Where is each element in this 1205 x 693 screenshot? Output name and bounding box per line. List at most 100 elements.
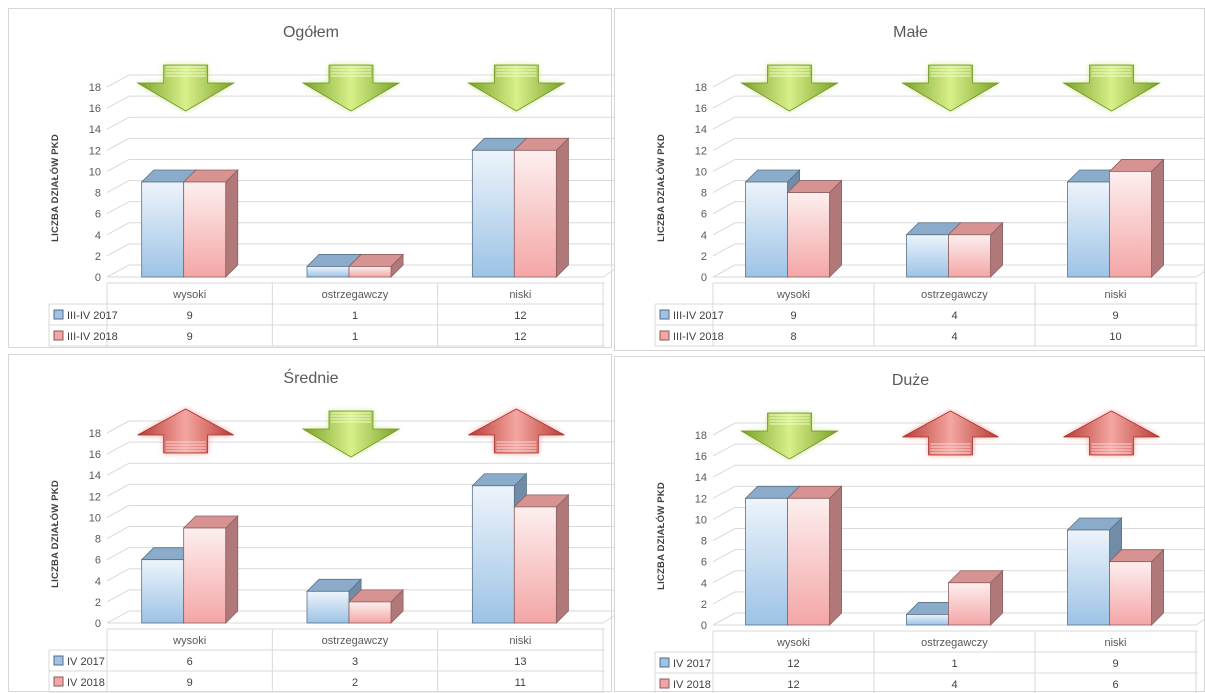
y-tick-label: 10 [695, 166, 707, 178]
bar [786, 485, 843, 626]
gridline [712, 570, 1205, 584]
gridline [106, 420, 621, 434]
gridline [712, 158, 1205, 172]
y-tick-label: 16 [89, 103, 101, 115]
gridline [106, 201, 621, 215]
chart-panel: Duże 0 2 4 6 8 10 12 14 16 18 LICZBA DZIAŁÓW PKD wys… [614, 356, 1205, 693]
trend-arrow-up-icon [137, 408, 234, 454]
data-label: 9 [187, 310, 193, 322]
gridline [106, 116, 621, 130]
legend-entry: IV 2018 [67, 677, 105, 689]
data-label: 10 [1109, 331, 1121, 343]
y-tick-label: 14 [695, 124, 707, 136]
gridline [106, 137, 621, 151]
gridline [712, 180, 1205, 193]
y-tick-label: 6 [95, 555, 101, 567]
gridline [712, 485, 1205, 499]
gridline [712, 612, 1205, 626]
gridline [712, 74, 1205, 88]
bar [513, 493, 570, 624]
legend-entry: III-IV 2018 [673, 331, 724, 343]
data-label: 12 [514, 310, 526, 322]
data-label: 9 [790, 310, 796, 322]
trend-arrow-up-icon [902, 410, 999, 456]
gridline [712, 591, 1205, 605]
trend-arrow-down-icon [301, 64, 401, 112]
data-label: 6 [187, 656, 193, 668]
category-label: niski [1104, 637, 1126, 649]
legend-swatch [53, 330, 64, 341]
y-tick-label: 16 [89, 449, 101, 461]
bar [786, 179, 843, 278]
data-label: 8 [790, 331, 796, 343]
legend-swatch [659, 657, 670, 668]
gridline [712, 506, 1205, 520]
legend-entry: IV 2017 [673, 658, 711, 670]
gridline [106, 547, 621, 561]
y-tick-label: 18 [89, 428, 101, 440]
data-label: 9 [1112, 310, 1118, 322]
y-tick-label: 4 [701, 578, 707, 590]
legend-swatch [53, 655, 64, 666]
gridline [106, 158, 621, 172]
y-axis-label: LICZBA DZIAŁÓW PKD [49, 480, 61, 588]
bar [182, 515, 239, 624]
gridline [106, 526, 621, 539]
y-tick-label: 10 [89, 166, 101, 178]
gridline [106, 610, 621, 624]
data-label: 12 [787, 658, 799, 670]
trend-arrow-down-icon [901, 64, 1000, 112]
chart-title: Średnie [283, 368, 338, 387]
gridline [106, 441, 621, 455]
y-tick-label: 16 [695, 103, 707, 115]
legend-swatch [53, 309, 64, 320]
legend-entry: III-IV 2018 [67, 331, 118, 343]
chart-title: Ogółem [283, 24, 339, 41]
y-tick-label: 8 [95, 534, 101, 546]
y-tick-label: 14 [89, 124, 101, 136]
y-tick-label: 2 [95, 251, 101, 263]
bar [182, 169, 239, 278]
y-tick-label: 6 [701, 209, 707, 221]
trend-arrow-up-icon [468, 408, 565, 454]
gridline [712, 422, 1205, 436]
data-label: 11 [515, 677, 526, 689]
legend-entry: III-IV 2017 [673, 310, 724, 322]
gridline [106, 180, 621, 193]
data-label: 4 [951, 331, 957, 343]
y-axis-label: LICZBA DZIAŁÓW PKD [655, 482, 667, 590]
gridline [712, 95, 1205, 109]
y-tick-label: 0 [95, 618, 101, 630]
y-tick-label: 0 [95, 272, 101, 284]
y-tick-label: 12 [89, 491, 101, 503]
y-tick-label: 4 [95, 576, 101, 588]
gridline [106, 95, 621, 109]
y-tick-label: 8 [701, 536, 707, 548]
gridline [106, 568, 621, 582]
y-tick-label: 4 [701, 230, 707, 242]
data-label: 12 [787, 679, 799, 691]
data-label: 1 [352, 331, 358, 343]
chart-svg: Małe 0 2 4 6 8 10 12 14 16 18 LICZBA DZIAŁÓW PKD wys… [654, 24, 1205, 347]
category-label: ostrzegawczy [921, 289, 988, 301]
bar [947, 221, 1004, 278]
gridline [106, 462, 621, 476]
gridline [712, 464, 1205, 478]
legend-entry: IV 2018 [673, 679, 711, 691]
y-tick-label: 18 [89, 82, 101, 94]
bar [348, 253, 405, 278]
data-label: 12 [514, 331, 526, 343]
trend-arrow-down-icon [740, 64, 839, 112]
y-tick-label: 6 [701, 557, 707, 569]
y-tick-label: 12 [89, 145, 101, 157]
bar [1108, 158, 1165, 278]
y-tick-label: 14 [695, 472, 707, 484]
legend-swatch [659, 309, 670, 320]
bar [513, 137, 570, 278]
gridline [712, 137, 1205, 151]
category-label: ostrzegawczy [322, 635, 389, 647]
legend-swatch [659, 678, 670, 689]
y-tick-label: 2 [701, 599, 707, 611]
